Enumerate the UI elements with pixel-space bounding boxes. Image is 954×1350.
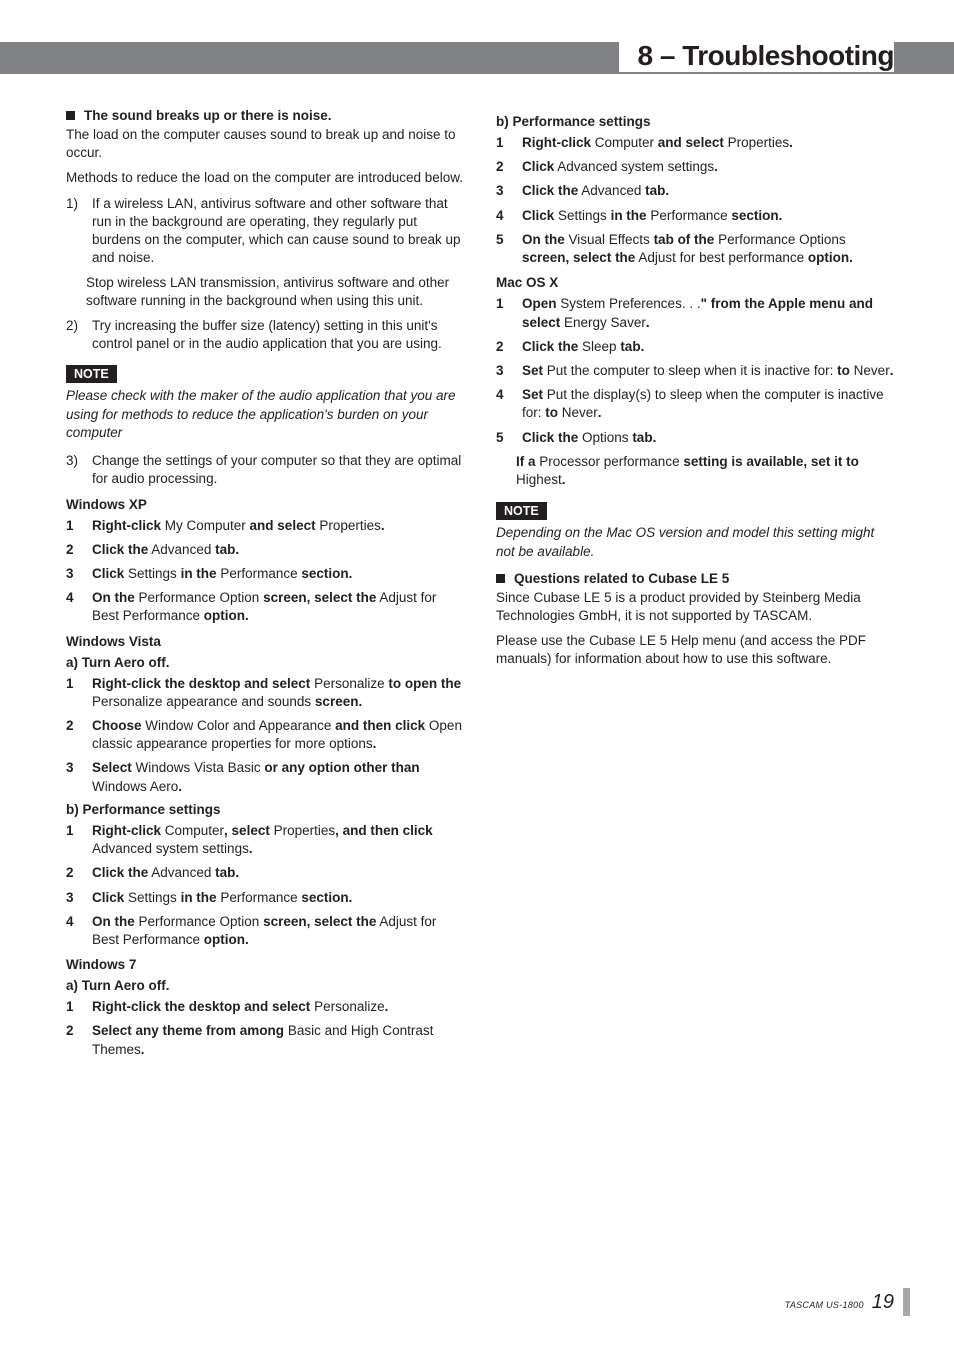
footer: TASCAM US-1800 19 — [785, 1291, 894, 1314]
num-1: 1) — [66, 195, 92, 268]
vista-perf-head: b) Performance settings — [66, 802, 464, 817]
content-area: The sound breaks up or there is noise. T… — [66, 108, 894, 1238]
vista-aero-head: a) Turn Aero off. — [66, 655, 464, 670]
win7-b-2: 2Click Advanced system settings. — [496, 158, 894, 176]
num-2: 2) — [66, 317, 92, 353]
vista-b-4: 4On the Performance Option screen, selec… — [66, 913, 464, 949]
win7-b-4: 4Click Settings in the Performance secti… — [496, 207, 894, 225]
mac-1: 1Open System Preferences. . ." from the … — [496, 295, 894, 331]
vista-b-1: 1Right-click Computer, select Properties… — [66, 822, 464, 858]
note-chip-1: NOTE — [66, 365, 117, 383]
footer-mark — [903, 1288, 910, 1316]
winxp-head: Windows XP — [66, 497, 464, 512]
xp-step-3: 3Click Settings in the Performance secti… — [66, 565, 464, 583]
win7-b-5: 5On the Visual Effects tab of the Perfor… — [496, 231, 894, 267]
win7-a-1: 1Right-click the desktop and select Pers… — [66, 998, 464, 1016]
section-sound-title: The sound breaks up or there is noise. — [84, 108, 332, 123]
macosx-head: Mac OS X — [496, 275, 894, 290]
vista-b-2: 2Click the Advanced tab. — [66, 864, 464, 882]
intro-p1: The load on the computer causes sound to… — [66, 126, 464, 162]
mac-5b: If a Processor performance setting is av… — [496, 453, 894, 489]
note-1-text: Please check with the maker of the audio… — [66, 387, 464, 442]
winvista-head: Windows Vista — [66, 634, 464, 649]
cause-item-2: 2) Try increasing the buffer size (laten… — [66, 317, 464, 353]
mac-2: 2Click the Sleep tab. — [496, 338, 894, 356]
cubase-p2: Please use the Cubase LE 5 Help menu (an… — [496, 632, 894, 668]
xp-step-1: 1Right-click My Computer and select Prop… — [66, 517, 464, 535]
vista-a-1: 1Right-click the desktop and select Pers… — [66, 675, 464, 711]
cause-1-text: If a wireless LAN, antivirus software an… — [92, 195, 464, 268]
cause-2-text: Try increasing the buffer size (latency)… — [92, 317, 464, 353]
mac-4: 4Set Put the display(s) to sleep when th… — [496, 386, 894, 422]
cause-item-3: 3) Change the settings of your computer … — [66, 452, 464, 488]
win7-aero-head: a) Turn Aero off. — [66, 978, 464, 993]
bullet-square-icon — [496, 574, 505, 583]
intro-p2: Methods to reduce the load on the comput… — [66, 169, 464, 187]
num-3: 3) — [66, 452, 92, 488]
win7-perf-head: b) Performance settings — [496, 114, 894, 129]
xp-step-4: 4On the Performance Option screen, selec… — [66, 589, 464, 625]
note-2-text: Depending on the Mac OS version and mode… — [496, 524, 894, 560]
section-cubase-title: Questions related to Cubase LE 5 — [514, 571, 729, 586]
vista-a-3: 3Select Windows Vista Basic or any optio… — [66, 759, 464, 795]
section-cubase: Questions related to Cubase LE 5 — [496, 571, 894, 586]
cause-item-1: 1) If a wireless LAN, antivirus software… — [66, 195, 464, 268]
cause-1-followup: Stop wireless LAN transmission, antiviru… — [66, 274, 464, 310]
win7-head: Windows 7 — [66, 957, 464, 972]
vista-b-3: 3Click Settings in the Performance secti… — [66, 889, 464, 907]
win7-b-3: 3Click the Advanced tab. — [496, 182, 894, 200]
section-sound-breaks: The sound breaks up or there is noise. — [66, 108, 464, 123]
page-number: 19 — [872, 1291, 894, 1314]
win7-b-1: 1Right-click Computer and select Propert… — [496, 134, 894, 152]
footer-model: TASCAM US-1800 — [785, 1300, 864, 1310]
chapter-title: 8 – Troubleshooting — [619, 40, 894, 72]
bullet-square-icon — [66, 111, 75, 120]
cause-3-text: Change the settings of your computer so … — [92, 452, 464, 488]
xp-step-2: 2Click the Advanced tab. — [66, 541, 464, 559]
win7-a-2: 2Select any theme from among Basic and H… — [66, 1022, 464, 1058]
vista-a-2: 2Choose Window Color and Appearance and … — [66, 717, 464, 753]
mac-3: 3Set Put the computer to sleep when it i… — [496, 362, 894, 380]
mac-5: 5Click the Options tab. — [496, 429, 894, 447]
note-chip-2: NOTE — [496, 502, 547, 520]
cubase-p1: Since Cubase LE 5 is a product provided … — [496, 589, 894, 625]
